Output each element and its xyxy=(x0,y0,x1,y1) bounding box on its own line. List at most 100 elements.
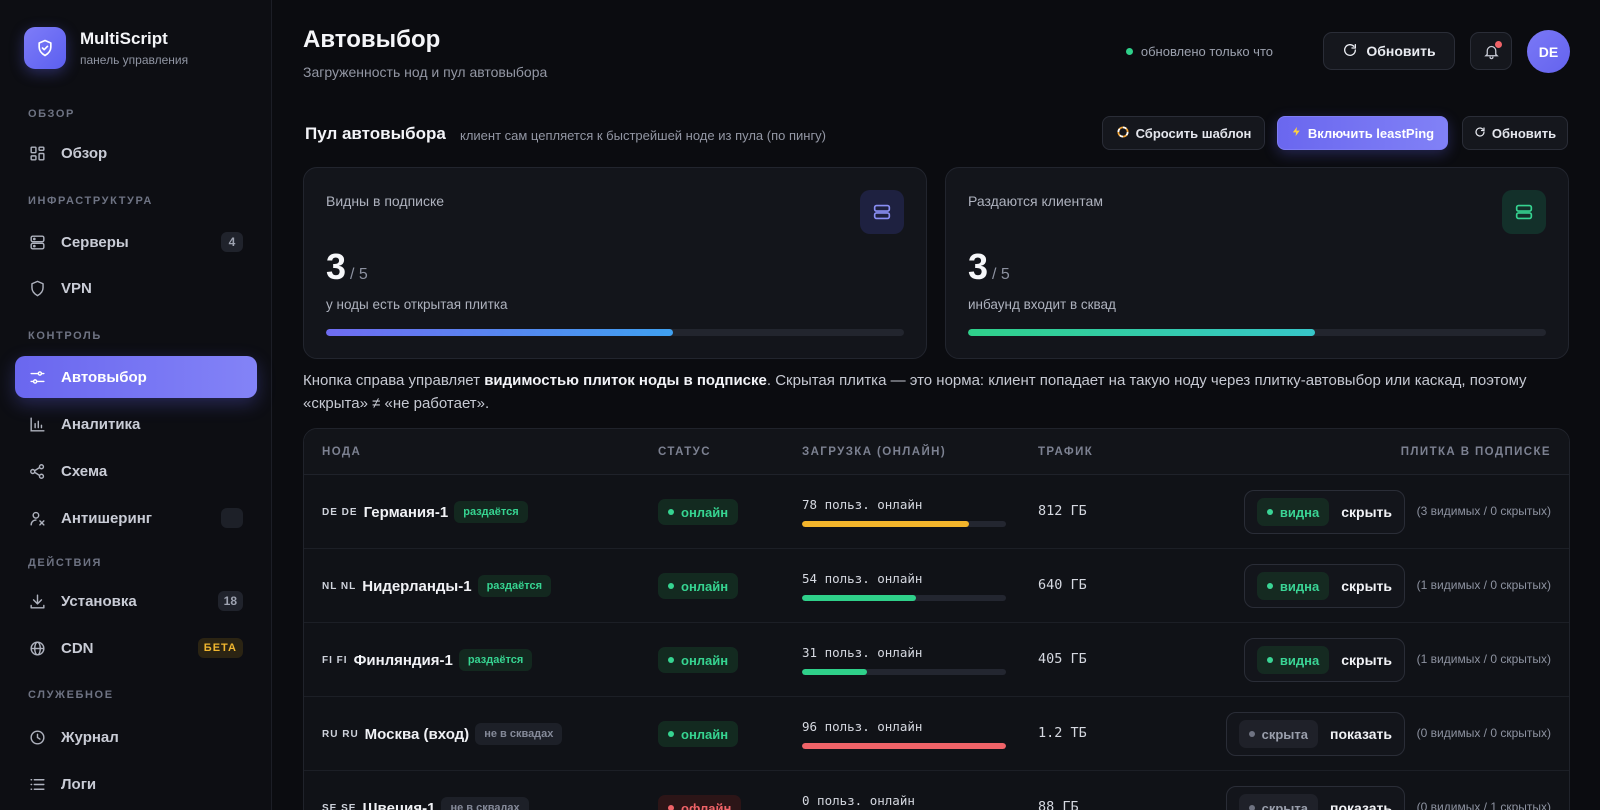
status-badge: офлайн xyxy=(658,795,742,810)
nodes-table: НОДА СТАТУС ЗАГРУЗКА (ОНЛАЙН) ТРАФИК ПЛИ… xyxy=(303,428,1570,810)
sidebar-item-autoselect[interactable]: Автовыбор xyxy=(15,356,257,398)
node-name-text: Германия-1 xyxy=(363,503,449,521)
note-part-1: Кнопка справа управляет xyxy=(303,372,485,389)
load-text: 31 польз. онлайн xyxy=(802,645,923,660)
flag-icon: RU RU xyxy=(322,728,359,740)
traffic-value: 640 ГБ xyxy=(1038,577,1087,593)
load-bar-fill xyxy=(802,669,868,675)
sidebar-item-overview[interactable]: Обзор xyxy=(15,132,257,174)
squad-tag: не в сквадах xyxy=(475,723,563,745)
sidebar-item-schema[interactable]: Схема xyxy=(15,450,257,492)
status-dot xyxy=(668,731,674,737)
load-text: 96 польз. онлайн xyxy=(802,719,923,734)
load-cell: 0 польз. онлайн xyxy=(802,793,1006,810)
card-value: 3 / 5 xyxy=(326,246,368,288)
node-name[interactable]: SE SE Швеция-1 не в сквадах xyxy=(322,797,529,810)
sidebar-item-antisharing[interactable]: Антишеринг xyxy=(15,497,257,539)
notification-dot xyxy=(1494,40,1502,48)
table-row: DE DE Германия-1 раздаётся онлайн 78 пол… xyxy=(304,475,1569,549)
sidebar-item-analytics[interactable]: Аналитика xyxy=(15,403,257,445)
sidebar-item-label: Схема xyxy=(61,462,108,480)
sidebar-item-servers[interactable]: Серверы 4 xyxy=(15,221,257,263)
brand-name: MultiScript xyxy=(80,29,168,48)
node-name[interactable]: RU RU Москва (вход) не в сквадах xyxy=(322,723,563,745)
globe-icon xyxy=(28,639,47,658)
sidebar-item-logs[interactable]: Логи xyxy=(15,763,257,805)
brand-subtitle: панель управления xyxy=(80,53,189,67)
shield-icon xyxy=(28,279,47,298)
load-bar-track xyxy=(802,521,1006,527)
load-bar-track xyxy=(802,669,1006,675)
status-text: офлайн xyxy=(681,800,732,810)
column-header-node: НОДА xyxy=(322,446,362,458)
reset-template-button[interactable]: Сбросить шаблон xyxy=(1102,116,1265,150)
page-subtitle: Загруженность нод и пул автовыбора xyxy=(303,64,548,80)
card-progress-track xyxy=(326,329,904,336)
table-row: FI FI Финляндия-1 раздаётся онлайн 31 по… xyxy=(304,623,1569,697)
load-text: 0 польз. онлайн xyxy=(802,793,915,808)
tile-state-text: видна xyxy=(1279,504,1320,520)
card-value-total: / 5 xyxy=(992,266,1010,283)
tile-dot xyxy=(1248,805,1255,810)
table-row: RU RU Москва (вход) не в сквадах онлайн … xyxy=(304,697,1569,771)
column-header-traffic: ТРАФИК xyxy=(1038,446,1094,458)
visible-in-subscription-card: Видны в подписке 3 / 5 у ноды есть откры… xyxy=(303,167,927,359)
reset-template-label: Сбросить шаблон xyxy=(1135,125,1252,141)
sidebar-item-install[interactable]: Установка 18 xyxy=(15,580,257,622)
show-tile-button[interactable]: показать xyxy=(1330,800,1392,810)
flag-icon: SE SE xyxy=(322,802,357,810)
status-dot xyxy=(668,509,674,515)
nav-section-overview: ОБЗОР xyxy=(28,108,75,120)
status-badge: онлайн xyxy=(658,647,739,673)
card-value-number: 3 xyxy=(326,246,347,287)
pool-refresh-button[interactable]: Обновить xyxy=(1462,116,1568,150)
hide-tile-button[interactable]: скрыть xyxy=(1341,504,1392,520)
sidebar-item-label: VPN xyxy=(61,279,92,297)
hide-tile-button[interactable]: скрыть xyxy=(1341,578,1392,594)
sidebar-item-label: Серверы xyxy=(61,233,129,251)
notifications-button[interactable] xyxy=(1470,32,1512,70)
load-text: 54 польз. онлайн xyxy=(802,571,923,586)
enable-leastping-button[interactable]: Включить leastPing xyxy=(1277,116,1448,150)
brand[interactable]: MultiScript панель управления xyxy=(24,27,188,69)
show-tile-button[interactable]: показать xyxy=(1330,726,1392,742)
nav-section-infrastructure: ИНФРАСТРУКТУРА xyxy=(28,195,153,207)
update-status: обновлено только что xyxy=(1125,44,1273,59)
node-name[interactable]: FI FI Финляндия-1 раздаётся xyxy=(322,649,533,671)
tile-count: (0 видимых / 0 скрытых) xyxy=(1416,726,1551,740)
diagram-icon xyxy=(28,462,47,481)
sidebar-item-label: Журнал xyxy=(61,728,119,746)
refresh-button[interactable]: Обновить xyxy=(1323,32,1455,70)
node-name[interactable]: DE DE Германия-1 раздаётся xyxy=(322,501,528,523)
load-bar-fill xyxy=(802,521,970,527)
bar-chart-icon xyxy=(28,415,47,434)
note-bold: видимостью плиток ноды в подписке xyxy=(484,372,767,389)
traffic-value: 1.2 ТБ xyxy=(1038,725,1087,741)
load-text: 78 польз. онлайн xyxy=(802,497,923,512)
sidebar-item-vpn[interactable]: VPN xyxy=(15,267,257,309)
status-badge: онлайн xyxy=(658,573,739,599)
clock-icon xyxy=(28,728,47,747)
avatar[interactable]: DE xyxy=(1527,30,1570,73)
column-header-status: СТАТУС xyxy=(658,446,711,458)
stack-icon xyxy=(860,190,904,234)
hide-tile-button[interactable]: скрыть xyxy=(1341,652,1392,668)
beta-badge: БЕТА xyxy=(197,638,243,658)
status-dot xyxy=(668,805,674,810)
column-header-load: ЗАГРУЗКА (ОНЛАЙН) xyxy=(802,446,947,458)
node-name[interactable]: NL NL Нидерланды-1 раздаётся xyxy=(322,575,552,597)
refresh-icon xyxy=(1342,42,1358,61)
node-name-text: Москва (вход) xyxy=(364,725,470,743)
server-icon xyxy=(28,233,47,252)
node-name-text: Нидерланды-1 xyxy=(362,577,472,595)
tile-control: видна скрыть xyxy=(1243,490,1405,534)
sidebar-item-journal[interactable]: Журнал xyxy=(15,716,257,758)
status-dot xyxy=(1125,48,1133,55)
tile-dot xyxy=(1266,657,1273,663)
download-icon xyxy=(28,592,47,611)
flag-icon: FI FI xyxy=(322,654,348,666)
tile-dot xyxy=(1266,509,1273,515)
sidebar-item-cdn[interactable]: CDN БЕТА xyxy=(15,627,257,669)
tile-control: видна скрыть xyxy=(1243,564,1405,608)
served-to-clients-card: Раздаются клиентам 3 / 5 инбаунд входит … xyxy=(945,167,1569,359)
